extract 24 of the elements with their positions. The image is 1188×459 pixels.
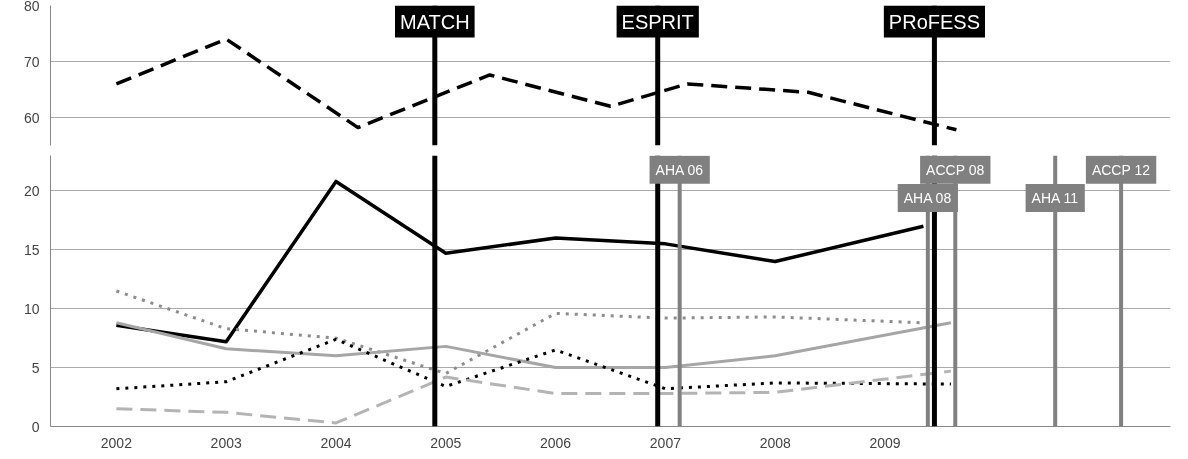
- y-tick-label: 60: [23, 109, 40, 126]
- x-tick-label: 2003: [210, 434, 242, 451]
- ref-line-label: PRoFESS: [888, 10, 981, 33]
- x-tick-label: 2004: [320, 434, 352, 451]
- y-tick-label: 80: [23, 0, 40, 14]
- x-tick-label: 2005: [430, 434, 462, 451]
- ref-line-label: ACCP 08: [926, 161, 985, 178]
- ref-line-label: AHA 11: [1031, 189, 1079, 206]
- y-tick-label: 20: [23, 182, 40, 199]
- y-tick-label: 15: [23, 241, 40, 258]
- x-tick-label: 2009: [869, 434, 901, 451]
- ref-line-label: AHA 08: [903, 189, 952, 206]
- y-tick-label: 5: [31, 359, 40, 376]
- x-tick-label: 2008: [759, 434, 791, 451]
- x-tick-label: 2007: [649, 434, 682, 451]
- y-tick-label: 0: [31, 418, 40, 435]
- y-tick-label: 70: [23, 53, 40, 70]
- ref-line-label: MATCH: [400, 10, 470, 33]
- x-tick-label: 2006: [540, 434, 572, 451]
- y-tick-label: 10: [23, 300, 40, 317]
- x-tick-label: 2002: [100, 434, 133, 451]
- ref-line-label: AHA 06: [655, 161, 704, 178]
- ref-line-label: ESPRIT: [621, 10, 694, 33]
- ref-line-label: ACCP 12: [1091, 161, 1151, 178]
